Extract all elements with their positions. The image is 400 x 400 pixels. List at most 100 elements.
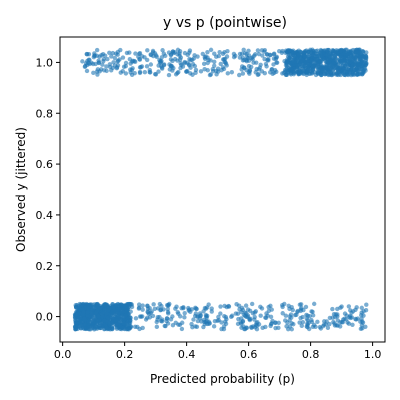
- scatter-point: [249, 64, 254, 70]
- scatter-point: [160, 48, 165, 53]
- x-tick-label: 0.2: [116, 348, 134, 361]
- scatter-point: [151, 302, 156, 307]
- scatter-point: [133, 316, 139, 321]
- scatter-point: [126, 327, 131, 332]
- scatter-point: [123, 71, 129, 76]
- scatter-point: [170, 323, 176, 328]
- y-tick-label: 1.0: [36, 56, 54, 69]
- scatter-point: [154, 324, 160, 330]
- scatter-point: [291, 53, 297, 58]
- scatter-point: [339, 304, 344, 309]
- scatter-point: [77, 301, 82, 307]
- scatter-point: [185, 52, 190, 58]
- scatter-point: [237, 72, 242, 78]
- scatter-point: [319, 53, 324, 59]
- scatter-point: [140, 307, 145, 312]
- scatter-point: [253, 70, 258, 75]
- scatter-point: [85, 310, 90, 315]
- y-tick-label: 0.6: [36, 158, 54, 171]
- scatter-point: [363, 57, 369, 62]
- scatter-point: [210, 69, 216, 74]
- scatter-point: [224, 63, 229, 68]
- y-tick-label: 0.2: [36, 260, 54, 273]
- scatter-point: [240, 58, 246, 63]
- scatter-point: [364, 302, 369, 307]
- scatter-point: [104, 311, 109, 316]
- scatter-point: [296, 48, 302, 53]
- scatter-point: [107, 62, 113, 67]
- x-tick-label: 1.0: [364, 348, 382, 361]
- scatter-point: [284, 66, 289, 71]
- scatter-point: [302, 63, 307, 69]
- scatter-point: [250, 55, 255, 60]
- scatter-point: [168, 63, 174, 68]
- scatter-point: [197, 313, 203, 319]
- scatter-point: [137, 57, 143, 62]
- scatter-point: [92, 51, 97, 56]
- scatter-point: [361, 309, 366, 314]
- scatter-point: [316, 51, 321, 57]
- scatter-point: [322, 71, 327, 77]
- scatter-point: [353, 307, 358, 312]
- scatter-point: [252, 317, 257, 322]
- scatter-point: [348, 313, 353, 319]
- scatter-point: [298, 308, 303, 314]
- scatter-point: [248, 316, 253, 321]
- scatter-point: [140, 325, 145, 331]
- scatter-point: [96, 60, 102, 66]
- scatter-point: [282, 301, 287, 307]
- scatter-point: [310, 67, 315, 73]
- scatter-point: [346, 304, 352, 309]
- scatter-point: [310, 51, 316, 56]
- scatter-point: [286, 52, 292, 58]
- scatter-point: [144, 64, 150, 69]
- scatter-point: [317, 64, 322, 70]
- scatter-point: [346, 57, 352, 62]
- scatter-point: [90, 320, 96, 325]
- scatter-point: [298, 302, 304, 307]
- scatter-point: [217, 49, 222, 55]
- scatter-point: [280, 71, 285, 76]
- scatter-point: [112, 308, 117, 314]
- scatter-point: [339, 57, 344, 62]
- scatter-point: [128, 70, 133, 75]
- scatter-point: [340, 63, 345, 68]
- scatter-point: [199, 319, 204, 324]
- scatter-point: [272, 51, 277, 56]
- scatter-point: [103, 302, 108, 307]
- scatter-point: [244, 314, 249, 320]
- scatter-point: [148, 52, 153, 57]
- scatter-point: [102, 53, 108, 58]
- scatter-point: [303, 54, 308, 60]
- scatter-point: [225, 71, 230, 76]
- y-tick-label: 0.4: [36, 209, 54, 222]
- scatter-point: [104, 325, 109, 330]
- scatter-point: [327, 51, 332, 56]
- scatter-point: [310, 313, 316, 318]
- scatter-point: [315, 319, 320, 325]
- scatter-point: [274, 69, 279, 75]
- scatter-point: [105, 307, 111, 313]
- scatter-point: [267, 70, 273, 75]
- scatter-point: [203, 54, 208, 59]
- x-tick-label: 0.0: [54, 348, 72, 361]
- scatter-point: [100, 62, 105, 67]
- scatter-point: [205, 50, 210, 55]
- scatter-point: [266, 308, 272, 314]
- scatter-point: [137, 51, 143, 56]
- scatter-point: [266, 56, 271, 62]
- scatter-point: [308, 71, 313, 76]
- scatter-point: [192, 313, 198, 319]
- scatter-point: [239, 316, 244, 321]
- scatter-point: [242, 51, 248, 56]
- scatter-point: [176, 311, 181, 316]
- scatter-point: [209, 309, 214, 314]
- scatter-point: [280, 48, 285, 54]
- scatter-point: [348, 308, 353, 313]
- scatter-point: [105, 56, 110, 62]
- scatter-point: [254, 320, 259, 326]
- scatter-point: [182, 59, 187, 65]
- x-axis-label: Predicted probability (p): [150, 372, 295, 386]
- scatter-point: [334, 72, 339, 77]
